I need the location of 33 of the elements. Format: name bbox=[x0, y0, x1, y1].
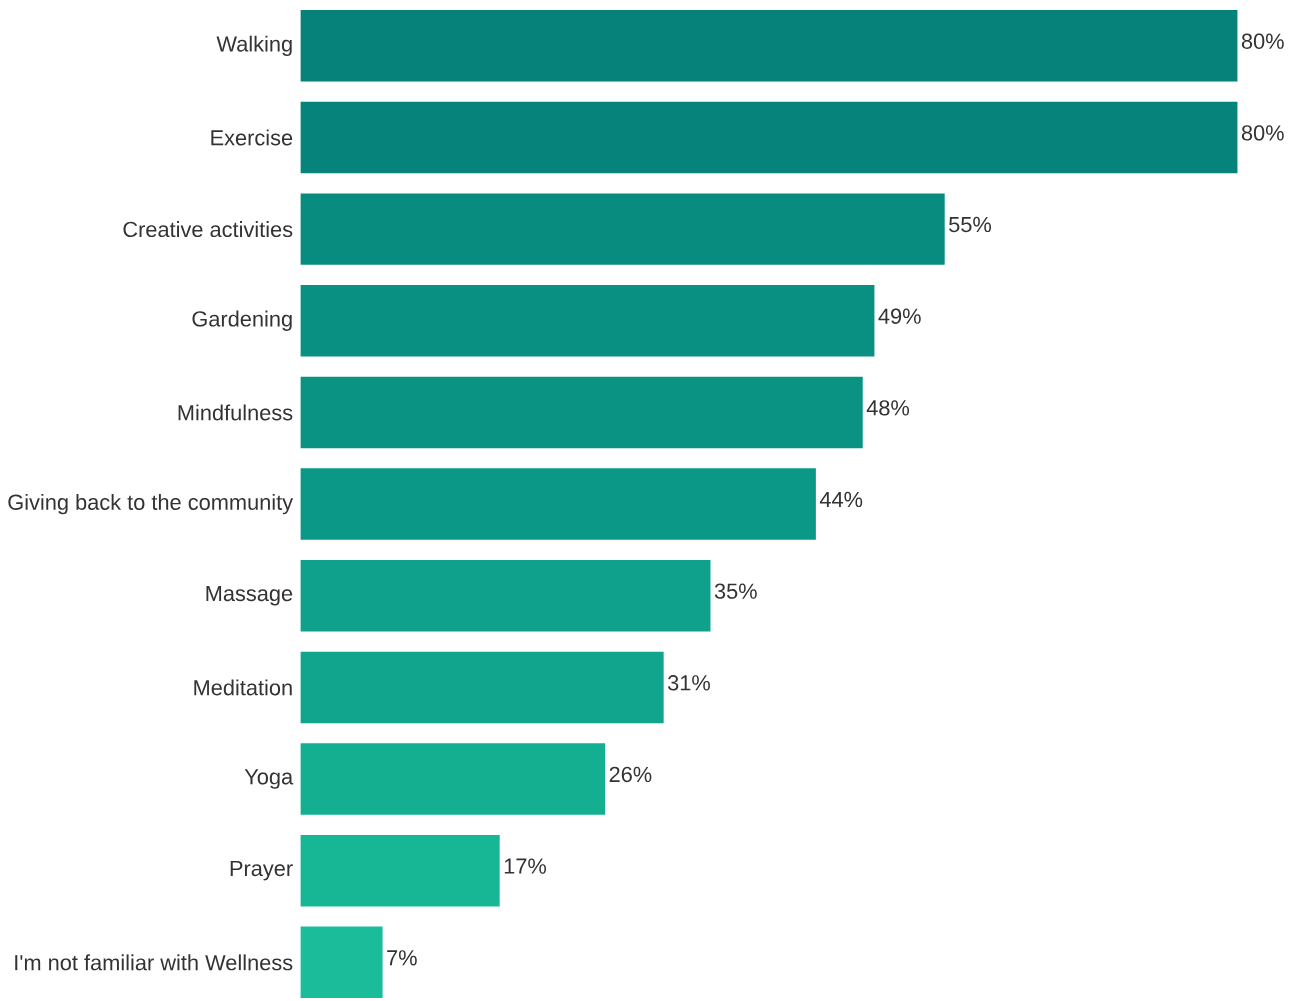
y-tick-label: Exercise bbox=[211, 129, 293, 146]
data-label: 80% bbox=[1241, 125, 1284, 141]
bar bbox=[300, 560, 711, 632]
data-label: 80% bbox=[1241, 33, 1284, 50]
bar bbox=[300, 376, 863, 449]
y-tick-label: Creative activities bbox=[123, 221, 293, 238]
y-tick-label: Walking bbox=[216, 35, 292, 57]
y-tick-label: Giving back to the community bbox=[8, 494, 294, 515]
bar bbox=[300, 743, 606, 815]
data-label: 48% bbox=[866, 400, 910, 416]
y-tick-label: I'm not familiar with Wellness bbox=[15, 954, 293, 971]
bar bbox=[300, 193, 945, 265]
y-tick-label: Massage bbox=[206, 586, 293, 606]
data-label: 44% bbox=[819, 491, 863, 508]
data-label: 7% bbox=[387, 950, 417, 966]
y-tick-label: Mindfulness bbox=[178, 404, 293, 421]
bar bbox=[300, 926, 383, 999]
data-label: 17% bbox=[504, 858, 547, 874]
data-label: 26% bbox=[609, 766, 652, 783]
y-tick-label: Meditation bbox=[194, 679, 292, 696]
bar bbox=[300, 651, 664, 724]
y-tick-label: Yoga bbox=[244, 769, 294, 789]
bar bbox=[300, 835, 500, 907]
data-label: 31% bbox=[667, 675, 710, 691]
y-tick-label: Gardening bbox=[192, 310, 292, 332]
bar bbox=[300, 10, 1238, 82]
y-tick-label: Prayer bbox=[230, 861, 293, 881]
bar bbox=[300, 285, 875, 357]
data-label: 49% bbox=[878, 308, 921, 324]
data-label: 55% bbox=[949, 216, 992, 233]
data-label: 35% bbox=[714, 583, 757, 599]
bar bbox=[300, 468, 816, 540]
bar bbox=[300, 101, 1238, 174]
